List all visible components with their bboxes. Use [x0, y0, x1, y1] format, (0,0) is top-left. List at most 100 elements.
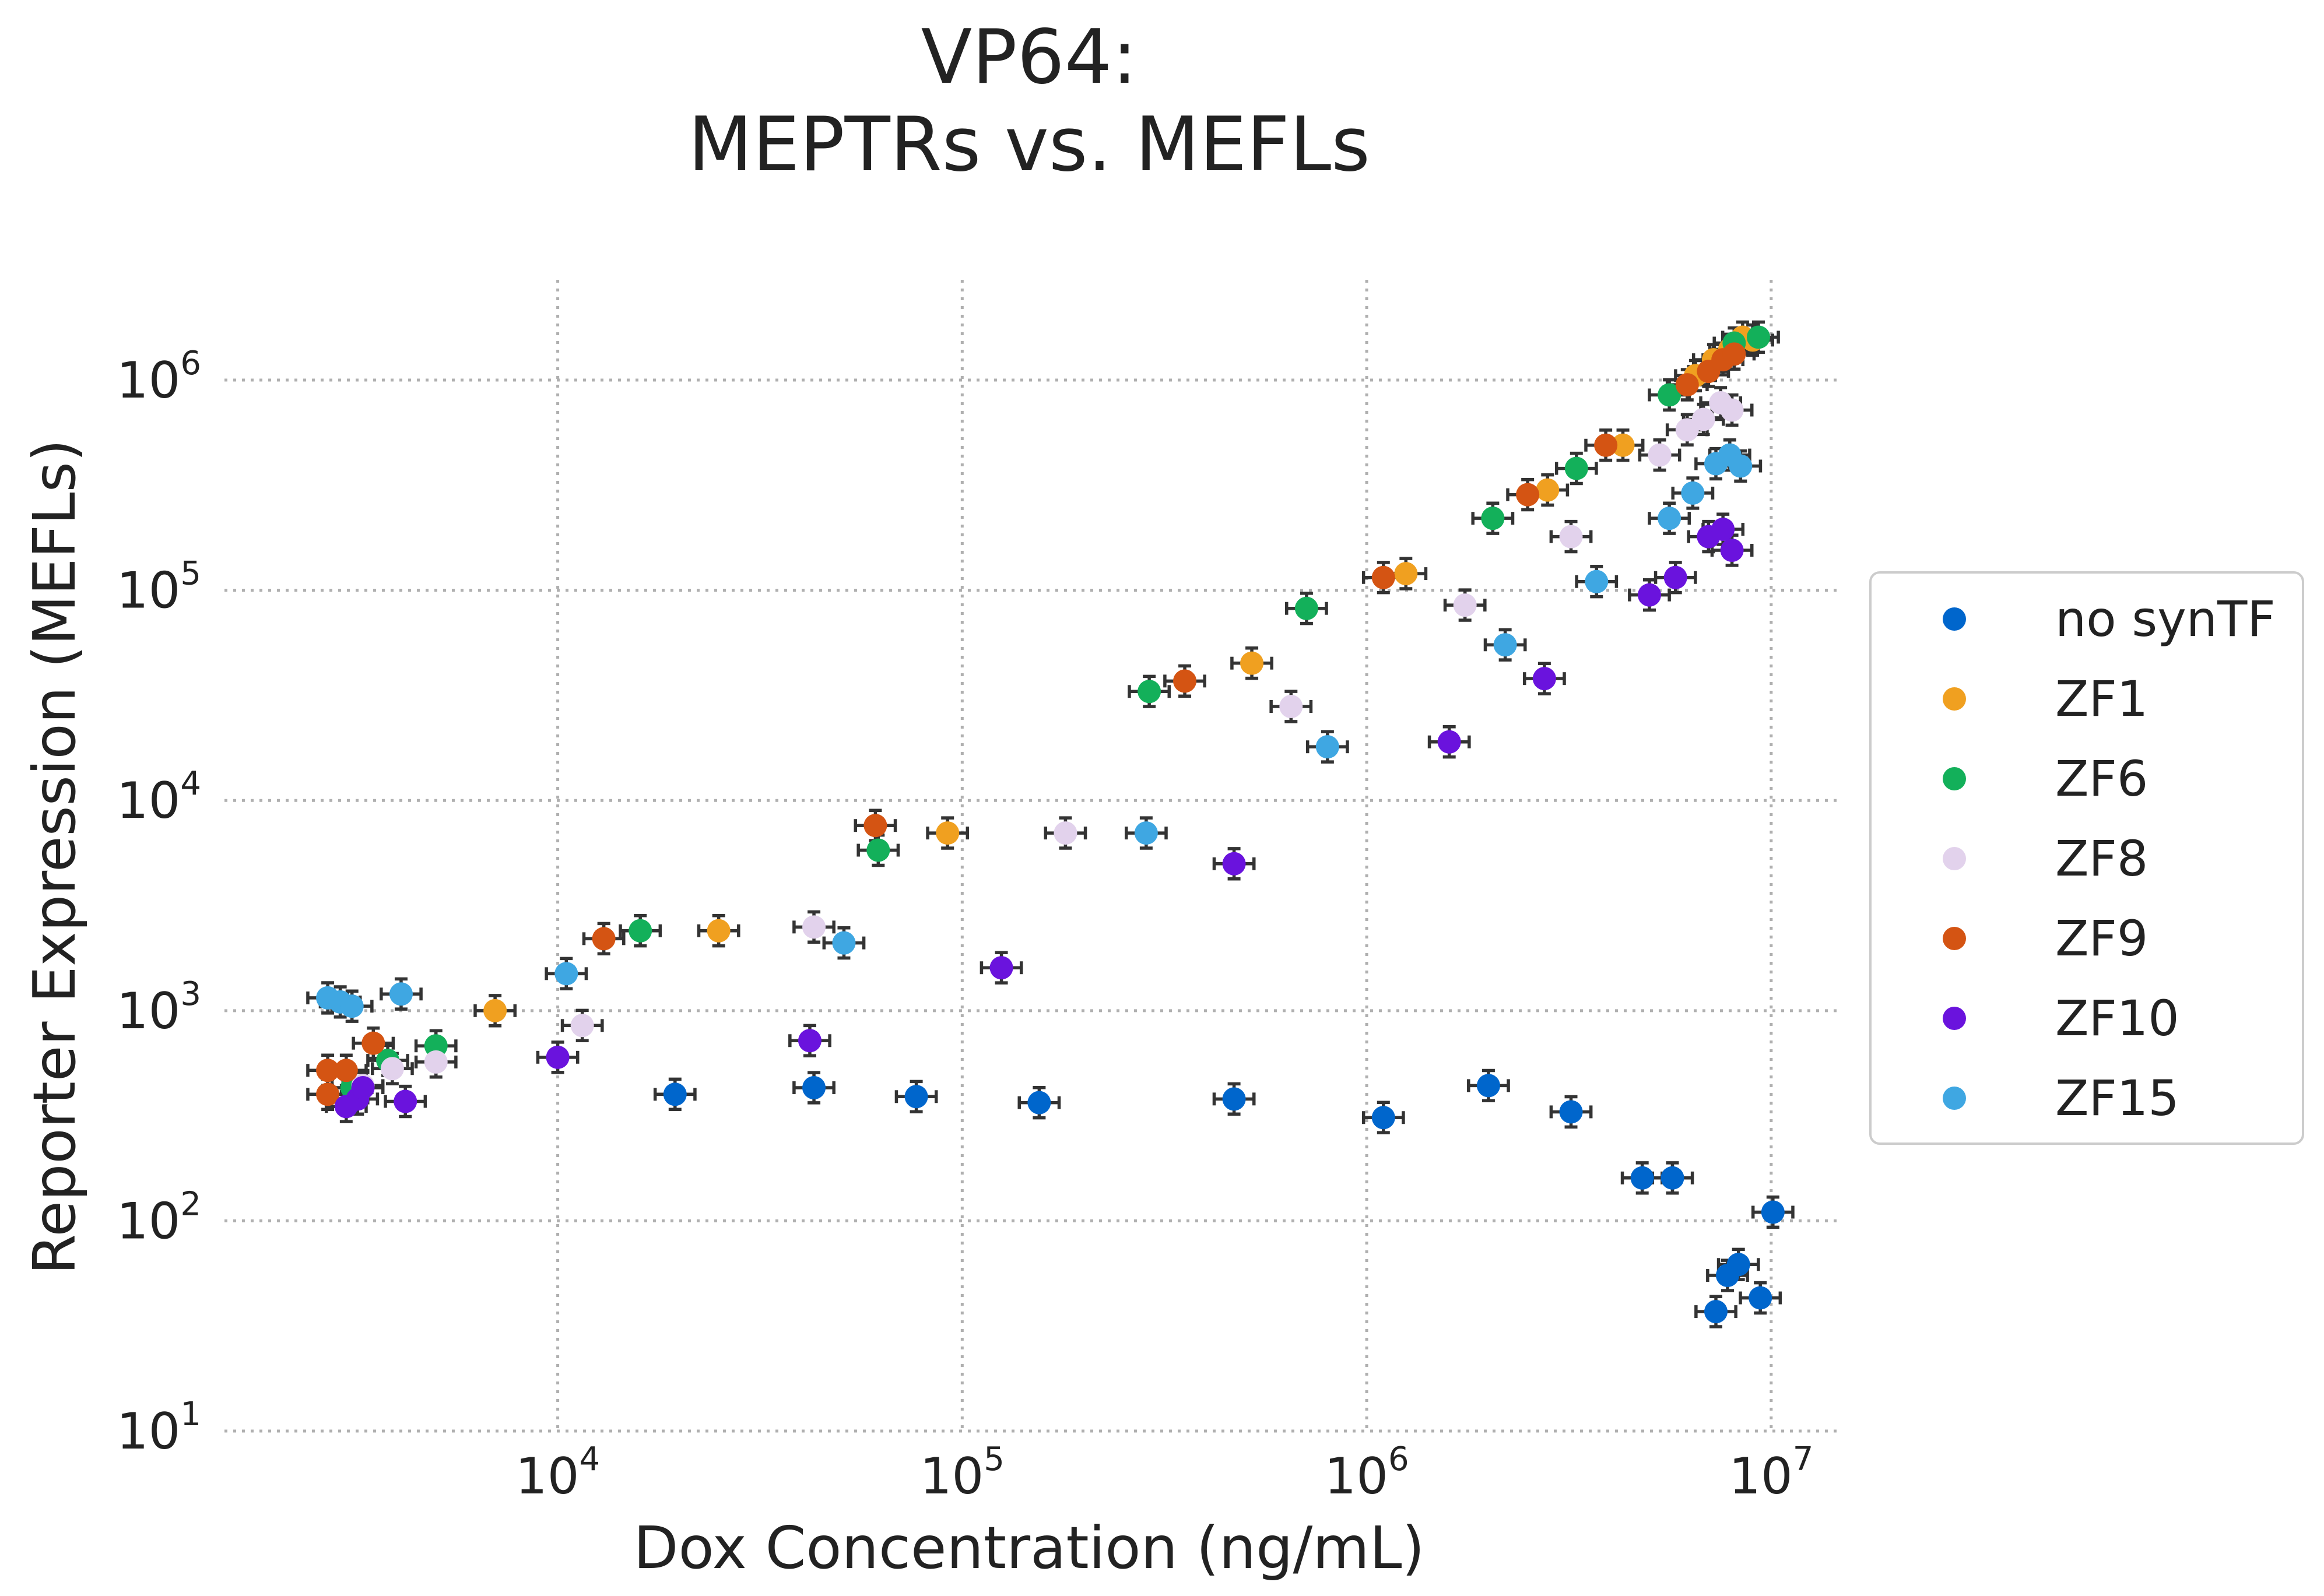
data-point — [1054, 821, 1077, 845]
data-point — [1173, 669, 1197, 693]
data-point — [1711, 518, 1735, 542]
x-tick-label: 105 — [920, 1440, 1005, 1506]
data-point — [904, 1085, 928, 1109]
chart-title-line-2: MEPTRs vs. MEFLs — [688, 101, 1370, 188]
y-tick-exponent: 4 — [180, 765, 201, 803]
y-tick-base: 10 — [117, 982, 180, 1040]
legend-marker — [1943, 687, 1966, 711]
data-point — [1536, 478, 1560, 502]
y-tick-base: 10 — [117, 1192, 180, 1250]
data-point — [1437, 730, 1461, 754]
data-point — [1138, 680, 1161, 704]
legend-label: ZF9 — [2055, 910, 2148, 967]
data-point — [1222, 852, 1246, 876]
data-point — [394, 1089, 417, 1113]
y-tick-exponent: 6 — [180, 344, 201, 382]
x-tick-exponent: 7 — [1793, 1440, 1814, 1478]
data-point — [1134, 821, 1158, 845]
x-tick-exponent: 4 — [579, 1440, 600, 1478]
x-tick-base: 10 — [1729, 1447, 1792, 1506]
data-point — [554, 962, 578, 986]
data-point — [570, 1014, 594, 1038]
x-tick-base: 10 — [515, 1447, 579, 1506]
data-point — [1371, 1106, 1395, 1130]
data-point — [832, 931, 856, 955]
legend-label: no synTF — [2055, 590, 2276, 648]
data-point — [592, 927, 616, 951]
y-tick-label: 106 — [117, 344, 201, 410]
data-point — [802, 1075, 826, 1099]
data-point — [340, 994, 364, 1018]
data-point — [380, 1057, 404, 1081]
y-tick-label: 101 — [117, 1395, 201, 1461]
data-point — [798, 1029, 822, 1053]
x-tick-base: 10 — [920, 1447, 984, 1506]
data-point — [1720, 398, 1744, 422]
data-point — [546, 1045, 570, 1069]
legend-label: ZF8 — [2055, 830, 2148, 887]
y-tick-exponent: 1 — [180, 1395, 201, 1433]
data-point — [1704, 1300, 1728, 1324]
data-point — [863, 814, 887, 838]
data-point — [1559, 525, 1583, 549]
legend-marker — [1943, 847, 1966, 870]
data-point — [389, 982, 413, 1006]
x-tick-exponent: 6 — [1388, 1440, 1409, 1478]
x-tick-base: 10 — [1325, 1447, 1388, 1506]
data-point — [1027, 1091, 1051, 1115]
data-point — [1746, 325, 1770, 349]
data-point — [424, 1034, 448, 1058]
data-point — [483, 999, 507, 1022]
data-point — [351, 1075, 375, 1099]
data-point — [1240, 651, 1264, 675]
grid-lines — [224, 280, 1842, 1433]
data-point — [1559, 1100, 1583, 1124]
y-axis-label: Reporter Expression (MEFLs) — [20, 439, 89, 1274]
legend-marker — [1943, 767, 1966, 790]
data-point — [1493, 633, 1517, 657]
y-tick-exponent: 2 — [180, 1185, 201, 1223]
data-point — [629, 919, 652, 943]
data-point — [334, 1059, 358, 1082]
legend-marker — [1943, 1007, 1966, 1030]
data-point — [663, 1082, 687, 1106]
legend-marker — [1943, 1087, 1966, 1110]
data-point — [1722, 342, 1746, 366]
legend: no synTF ZF1 ZF6 ZF8 ZF9 ZF10 ZF15 — [1869, 571, 2304, 1145]
data-point — [1394, 562, 1418, 586]
data-point — [424, 1050, 448, 1074]
data-point — [1660, 1166, 1684, 1190]
data-point — [1726, 1253, 1750, 1277]
data-point — [1453, 593, 1477, 617]
x-tick-label: 106 — [1325, 1440, 1409, 1506]
y-tick-label: 102 — [117, 1185, 201, 1250]
data-point — [1675, 373, 1699, 397]
y-tick-label: 103 — [117, 975, 201, 1040]
data-point — [1611, 433, 1635, 457]
data-point — [1564, 456, 1588, 480]
data-point — [866, 838, 890, 862]
data-point — [1481, 507, 1505, 530]
data-point — [1222, 1087, 1246, 1111]
legend-label: ZF1 — [2055, 670, 2148, 727]
data-point — [316, 1082, 340, 1106]
data-point — [1585, 570, 1609, 593]
data-point — [802, 915, 826, 939]
data-point — [1720, 539, 1744, 563]
data-point — [1315, 735, 1339, 759]
legend-label: ZF15 — [2055, 1070, 2179, 1127]
data-point — [1294, 596, 1318, 620]
y-tick-label: 105 — [117, 555, 201, 620]
y-tick-base: 10 — [117, 772, 180, 830]
data-point — [1279, 694, 1303, 718]
data-point — [1594, 433, 1618, 457]
y-tick-base: 10 — [117, 351, 180, 410]
data-point — [1658, 507, 1681, 530]
legend-label: ZF10 — [2055, 990, 2179, 1047]
y-tick-exponent: 3 — [180, 975, 201, 1013]
data-point — [989, 956, 1013, 980]
data-point — [1516, 483, 1540, 507]
y-tick-base: 10 — [117, 1402, 180, 1461]
